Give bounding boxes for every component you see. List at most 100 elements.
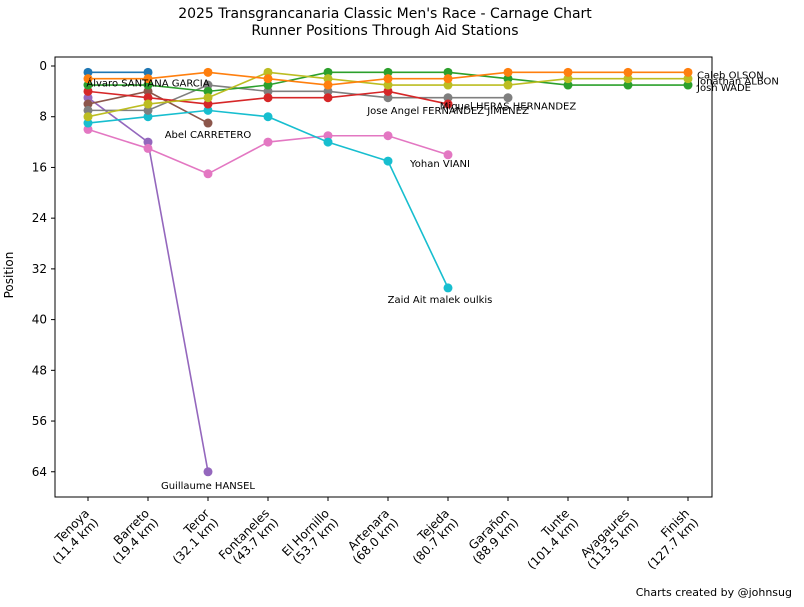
y-tick-label: 0 <box>39 59 47 73</box>
x-tick-label: Fontaneles(43.7 km) <box>216 506 281 571</box>
chart-title: 2025 Transgrancanaria Classic Men's Race… <box>0 6 770 40</box>
runner-line <box>88 84 508 112</box>
data-point <box>323 131 333 141</box>
data-point <box>143 105 153 115</box>
y-tick-label: 32 <box>32 262 47 276</box>
x-tick-label: Artenara(68.0 km) <box>341 506 401 566</box>
runner-annotation: Jose Angel FERNANDEZ JIMENEZ <box>366 106 529 117</box>
data-point <box>83 99 93 109</box>
data-point <box>683 67 693 77</box>
y-tick-label: 48 <box>32 363 47 377</box>
data-point <box>563 67 573 77</box>
x-tick-label: Teror(32.1 km) <box>161 506 222 567</box>
runner-annotation: Josh WADE <box>696 83 751 94</box>
data-point <box>623 74 633 84</box>
data-point <box>203 118 213 128</box>
data-point <box>203 169 213 179</box>
data-point <box>263 137 273 147</box>
runner-annotation: Guillaume HANSEL <box>161 481 255 492</box>
runner-annotation: Abel CARRETERO <box>165 130 252 141</box>
runner-annotation: Zaid Ait malek oulkis <box>388 295 493 306</box>
data-point <box>323 74 333 84</box>
data-point <box>323 93 333 103</box>
data-point <box>263 112 273 122</box>
data-point <box>83 105 93 115</box>
data-point <box>143 143 153 153</box>
runner-line <box>87 97 209 472</box>
data-point <box>383 156 393 166</box>
data-point <box>683 80 693 90</box>
runner-annotation: Miguel HERAS HERNANDEZ <box>440 102 577 113</box>
x-tick-label: Garañon(88.9 km) <box>461 506 521 566</box>
data-point <box>443 67 453 77</box>
credit-text: Charts created by @johnsug <box>635 586 792 599</box>
data-point <box>503 80 513 90</box>
data-point <box>383 74 393 84</box>
data-point <box>323 137 333 147</box>
data-point <box>203 86 213 96</box>
data-point <box>83 118 93 128</box>
y-tick-label: 16 <box>32 160 47 174</box>
data-point <box>143 86 153 96</box>
data-point <box>443 99 453 109</box>
data-point <box>383 67 393 77</box>
y-tick-label: 8 <box>39 110 47 124</box>
runner-annotation: Álvaro SANTANA GARCIA <box>86 76 209 89</box>
data-point <box>383 93 393 103</box>
data-point <box>83 93 93 103</box>
data-point <box>143 74 153 84</box>
data-point <box>623 67 633 77</box>
data-point <box>323 86 333 96</box>
y-tick-label: 24 <box>32 211 47 225</box>
runner-line <box>87 128 449 175</box>
data-point <box>683 74 693 84</box>
data-point <box>203 105 213 115</box>
data-point <box>203 80 213 90</box>
data-point <box>143 99 153 109</box>
data-point <box>83 86 93 96</box>
data-point <box>83 67 93 77</box>
data-point <box>203 467 213 477</box>
chart-title-line1: 2025 Transgrancanaria Classic Men's Race… <box>178 6 592 22</box>
data-point <box>503 93 513 103</box>
runner-annotation: Caleb OLSON <box>697 70 764 81</box>
data-point <box>503 74 513 84</box>
data-point <box>443 93 453 103</box>
x-tick-label: El Hornillo(53.7 km) <box>279 506 341 568</box>
data-point <box>383 131 393 141</box>
data-point <box>143 137 153 147</box>
data-point <box>143 67 153 77</box>
data-point <box>263 67 273 77</box>
data-point <box>263 86 273 96</box>
data-point <box>563 74 573 84</box>
data-point <box>203 99 213 109</box>
data-point <box>83 74 93 84</box>
data-point <box>323 80 333 90</box>
axes-spines <box>54 56 713 498</box>
x-tick-label: Barreto(19.4 km) <box>101 506 161 566</box>
data-point <box>83 124 93 134</box>
data-point <box>443 283 453 293</box>
data-point <box>143 93 153 103</box>
data-point <box>323 67 333 77</box>
data-point <box>443 80 453 90</box>
data-point <box>263 93 273 103</box>
x-tick-label: Tenoya(11.4 km) <box>41 506 101 566</box>
data-point <box>623 80 633 90</box>
data-point <box>203 67 213 77</box>
data-point <box>143 112 153 122</box>
data-point <box>443 74 453 84</box>
data-point <box>503 67 513 77</box>
data-point <box>203 93 213 103</box>
runner-annotation: Yohan VIANI <box>409 159 470 170</box>
data-point <box>143 80 153 90</box>
data-point <box>263 74 273 84</box>
chart-title-line2: Runner Positions Through Aid Stations <box>251 23 519 39</box>
data-point <box>443 150 453 160</box>
runner-annotation: Jonathan ALBON <box>696 77 779 88</box>
x-tick-label: Ayagaures(113.5 km) <box>575 506 641 572</box>
data-point <box>383 86 393 96</box>
y-tick-label: 56 <box>32 414 47 428</box>
data-point <box>263 80 273 90</box>
